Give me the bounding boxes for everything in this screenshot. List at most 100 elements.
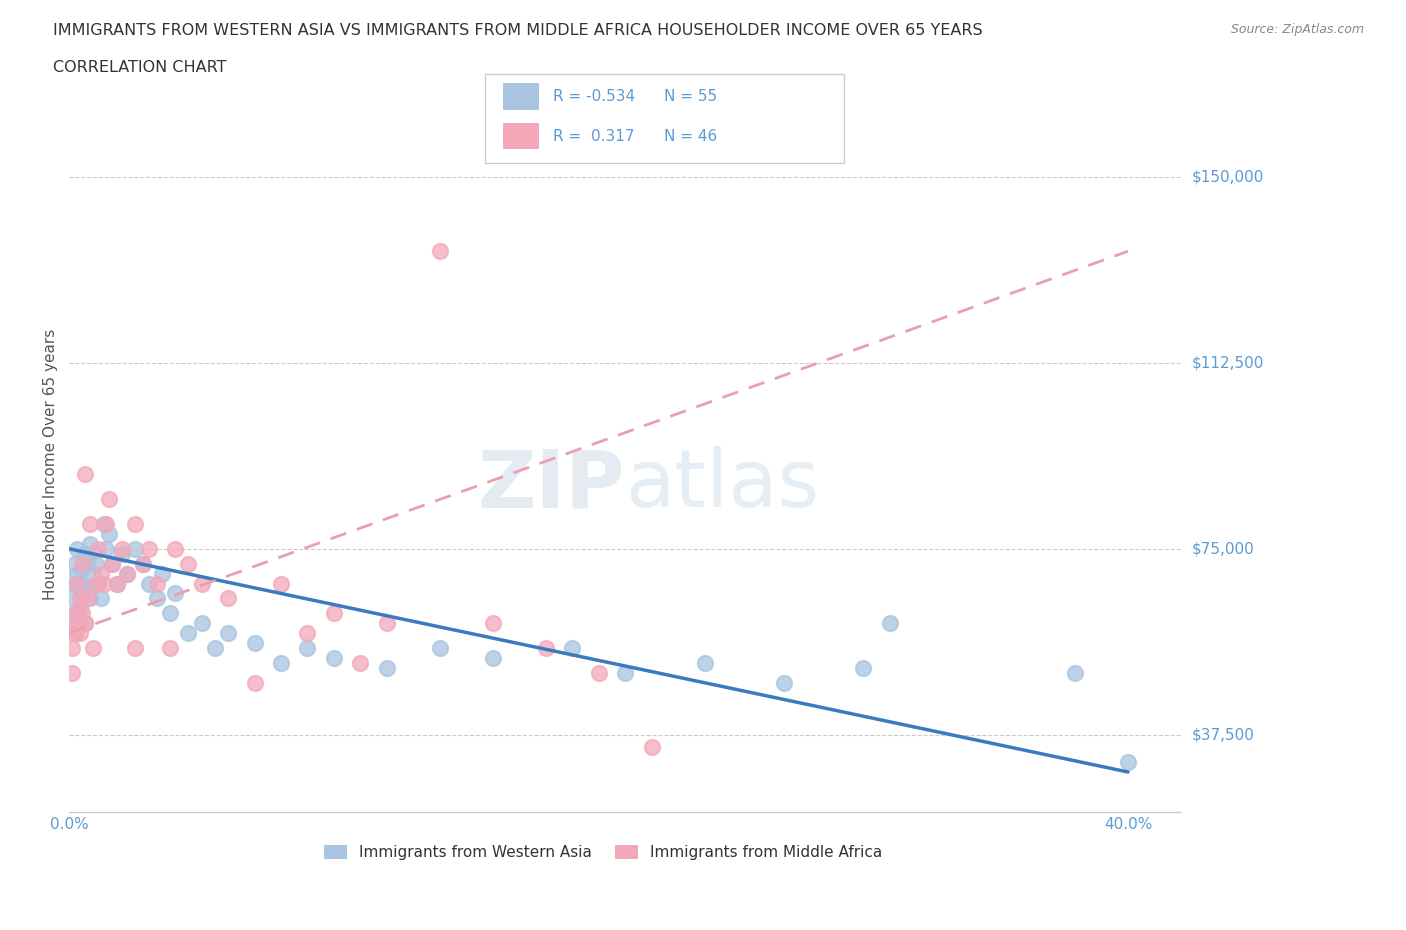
Point [561, 641, 583, 656]
Text: $112,500: $112,500 [1192, 355, 1264, 370]
Point [323, 605, 346, 620]
Point [640, 739, 662, 754]
Text: CORRELATION CHART: CORRELATION CHART [53, 60, 226, 75]
Point [159, 605, 181, 620]
Point [429, 641, 451, 656]
Point [97, 492, 120, 507]
Point [63, 626, 86, 641]
Point [66, 541, 89, 556]
Point [75, 616, 97, 631]
Point [1116, 754, 1139, 769]
Point [879, 616, 901, 631]
Point [96, 541, 118, 556]
Point [693, 656, 716, 671]
Text: N = 46: N = 46 [665, 129, 717, 144]
Point [145, 576, 167, 591]
Point [481, 650, 503, 665]
Point [243, 675, 266, 690]
Legend: Immigrants from Western Asia, Immigrants from Middle Africa: Immigrants from Western Asia, Immigrants… [318, 839, 889, 867]
Point [66, 576, 89, 591]
Point [63, 605, 86, 620]
Point [87, 576, 110, 591]
Point [190, 576, 212, 591]
Text: Source: ZipAtlas.com: Source: ZipAtlas.com [1230, 23, 1364, 36]
Point [66, 616, 89, 631]
Point [534, 641, 557, 656]
Point [60, 665, 83, 680]
Text: N = 55: N = 55 [665, 88, 717, 103]
Point [145, 591, 167, 605]
Point [165, 586, 187, 601]
Y-axis label: Householder Income Over 65 years: Householder Income Over 65 years [44, 329, 58, 600]
Text: ZIP: ZIP [478, 446, 626, 525]
Point [124, 641, 146, 656]
Point [270, 576, 292, 591]
Point [111, 541, 134, 556]
Point [72, 561, 94, 576]
Point [349, 656, 371, 671]
Point [60, 641, 83, 656]
Text: $150,000: $150,000 [1192, 169, 1264, 184]
Point [111, 546, 134, 561]
Text: R = -0.534: R = -0.534 [553, 88, 636, 103]
Point [165, 541, 187, 556]
Point [138, 576, 160, 591]
Point [72, 586, 94, 601]
Point [852, 660, 875, 675]
Point [105, 576, 128, 591]
Point [297, 626, 319, 641]
Text: IMMIGRANTS FROM WESTERN ASIA VS IMMIGRANTS FROM MIDDLE AFRICA HOUSEHOLDER INCOME: IMMIGRANTS FROM WESTERN ASIA VS IMMIGRAN… [53, 23, 983, 38]
Point [588, 665, 610, 680]
Point [375, 616, 398, 631]
Bar [503, 123, 538, 150]
Text: R =  0.317: R = 0.317 [553, 129, 634, 144]
Point [270, 656, 292, 671]
Point [117, 566, 139, 581]
Point [132, 556, 155, 571]
Point [76, 551, 98, 566]
Point [90, 591, 112, 605]
Point [76, 581, 98, 596]
Point [117, 566, 139, 581]
Point [1064, 665, 1087, 680]
Point [76, 591, 98, 605]
Point [124, 541, 146, 556]
Point [69, 626, 91, 641]
Bar [503, 84, 538, 110]
Point [217, 626, 239, 641]
Point [69, 601, 91, 616]
Point [79, 537, 101, 551]
Point [773, 675, 796, 690]
Text: $75,000: $75,000 [1192, 541, 1254, 556]
Point [105, 576, 128, 591]
Point [93, 576, 115, 591]
Point [84, 576, 107, 591]
Point [96, 516, 118, 531]
Point [82, 566, 104, 581]
Point [614, 665, 637, 680]
Point [75, 546, 97, 561]
Point [69, 576, 91, 591]
Point [75, 467, 97, 482]
Point [60, 591, 83, 605]
Point [79, 516, 101, 531]
Point [84, 556, 107, 571]
Point [66, 566, 89, 581]
Text: $37,500: $37,500 [1192, 727, 1256, 742]
Point [190, 616, 212, 631]
Point [66, 605, 89, 620]
Point [97, 526, 120, 541]
Point [100, 556, 122, 571]
Point [159, 641, 181, 656]
Point [75, 616, 97, 631]
Point [177, 626, 200, 641]
Point [124, 516, 146, 531]
Point [297, 641, 319, 656]
Point [323, 650, 346, 665]
Point [243, 635, 266, 650]
Point [204, 641, 226, 656]
Text: atlas: atlas [626, 446, 820, 525]
Point [69, 591, 91, 605]
Point [93, 516, 115, 531]
Point [150, 566, 173, 581]
